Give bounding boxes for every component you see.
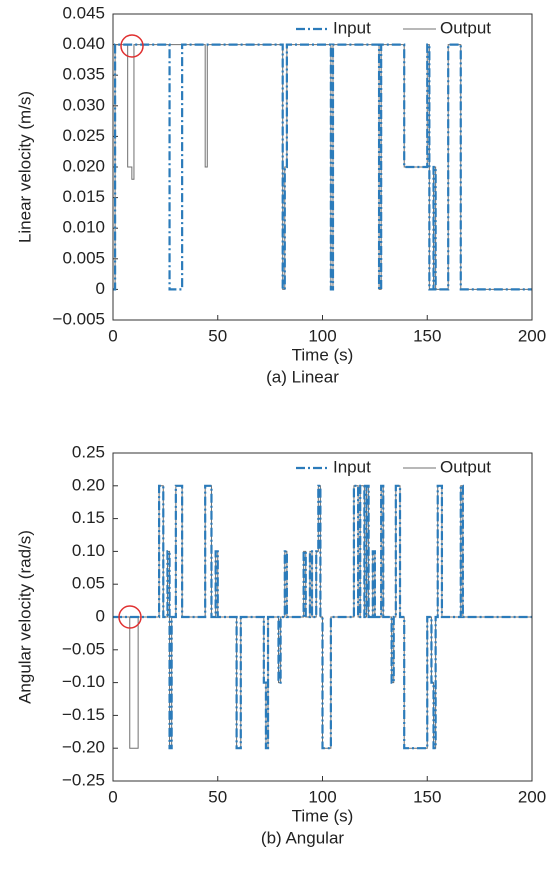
x-tick-label: 100 [308,326,336,345]
y-tick-label: 0.015 [62,187,105,206]
y-tick-label: −0.15 [62,705,105,724]
highlight-circle [120,34,144,58]
x-axis-label: Time (s) [292,345,354,364]
series-line [113,44,532,290]
legend-label: Input [333,18,371,37]
y-axis-label: Linear velocity (m/s) [15,91,34,243]
x-tick-label: 200 [518,787,546,806]
x-tick-label: 150 [413,326,441,345]
series-line [113,43,532,291]
x-tick-label: 0 [108,326,117,345]
legend-label: Output [440,18,491,37]
y-tick-label: 0 [96,606,105,625]
y-tick-label: 0.025 [62,126,105,145]
y-tick-label: 0.10 [72,541,105,560]
y-tick-label: −0.10 [62,672,105,691]
y-tick-label: −0.005 [53,309,105,328]
x-tick-label: 200 [518,326,546,345]
highlight-circle [118,605,142,629]
x-tick-label: 0 [108,787,117,806]
x-tick-label: 100 [308,787,336,806]
y-tick-label: 0.15 [72,508,105,527]
y-tick-label: 0.20 [72,475,105,494]
y-tick-label: 0.035 [62,65,105,84]
y-tick-label: −0.05 [62,639,105,658]
y-tick-label: 0.05 [72,574,105,593]
chart-caption: (b) Angular [261,828,344,847]
plot-frame [112,13,533,321]
y-tick-label: 0.045 [62,3,105,22]
y-tick-label: 0.020 [62,156,105,175]
x-tick-label: 50 [208,787,227,806]
y-tick-label: 0.005 [62,248,105,267]
y-tick-label: −0.20 [62,738,105,757]
legend-label: Input [333,457,371,476]
x-tick-label: 50 [208,326,227,345]
x-tick-label: 150 [413,787,441,806]
y-axis-label: Angular velocity (rad/s) [15,530,34,704]
x-axis-label: Time (s) [292,806,354,825]
y-tick-label: 0.25 [72,442,105,461]
y-tick-label: 0.040 [62,34,105,53]
plot-frame [112,452,533,782]
y-tick-label: 0.010 [62,218,105,237]
legend-label: Output [440,457,491,476]
series-line [113,484,532,750]
y-tick-label: 0 [96,279,105,298]
y-tick-label: −0.25 [62,770,105,789]
y-tick-label: 0.030 [62,95,105,114]
chart-caption: (a) Linear [266,367,339,386]
